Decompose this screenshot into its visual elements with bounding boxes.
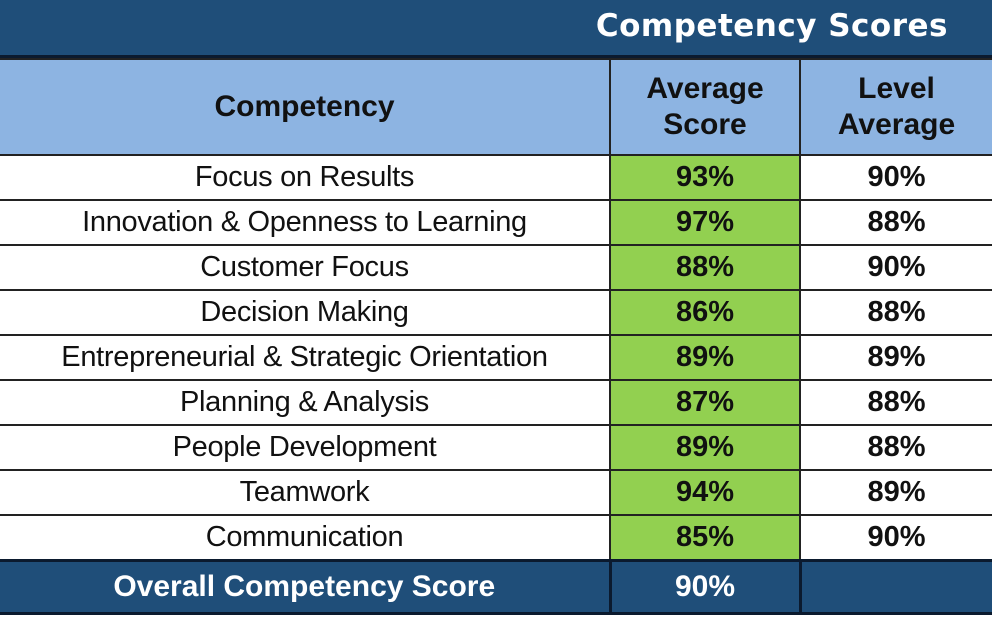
competency-name: Planning & Analysis bbox=[0, 379, 611, 426]
table-row: Entrepreneurial & Strategic Orientation … bbox=[0, 334, 992, 381]
competency-name: Entrepreneurial & Strategic Orientation bbox=[0, 334, 611, 381]
average-score-cell: 89% bbox=[609, 334, 801, 381]
title-bar: Competency Scores bbox=[0, 0, 992, 58]
column-header-competency: Competency bbox=[0, 58, 611, 156]
competency-name: Teamwork bbox=[0, 469, 611, 516]
average-score-cell: 89% bbox=[609, 424, 801, 471]
table-row: Planning & Analysis 87% 88% bbox=[0, 379, 992, 426]
average-score-cell: 87% bbox=[609, 379, 801, 426]
average-score-cell: 86% bbox=[609, 289, 801, 336]
level-average-cell: 88% bbox=[799, 379, 992, 426]
overall-score-row: Overall Competency Score 90% bbox=[0, 559, 992, 615]
average-header-line1: Average bbox=[646, 72, 764, 105]
competency-name: Decision Making bbox=[0, 289, 611, 336]
level-average-cell: 90% bbox=[799, 244, 992, 291]
table-row: Teamwork 94% 89% bbox=[0, 469, 992, 516]
competency-name: Focus on Results bbox=[0, 154, 611, 201]
competency-name: Customer Focus bbox=[0, 244, 611, 291]
table-row: Decision Making 86% 88% bbox=[0, 289, 992, 336]
table-row: People Development 89% 88% bbox=[0, 424, 992, 471]
average-score-cell: 97% bbox=[609, 199, 801, 246]
page-title: Competency Scores bbox=[595, 8, 948, 44]
overall-score-label: Overall Competency Score bbox=[0, 559, 612, 615]
level-average-cell: 88% bbox=[799, 289, 992, 336]
average-score-cell: 93% bbox=[609, 154, 801, 201]
average-header-line2: Score bbox=[663, 108, 747, 141]
column-header-average-score: Average Score bbox=[609, 58, 801, 156]
level-average-cell: 90% bbox=[799, 154, 992, 201]
level-average-cell: 89% bbox=[799, 469, 992, 516]
column-header-level-average: Level Average bbox=[799, 58, 992, 156]
level-header-line2: Average bbox=[837, 108, 956, 141]
table-row: Innovation & Openness to Learning 97% 88… bbox=[0, 199, 992, 246]
table-row: Focus on Results 93% 90% bbox=[0, 154, 992, 201]
level-average-cell: 90% bbox=[799, 514, 992, 562]
level-average-cell: 88% bbox=[799, 424, 992, 471]
competency-name: Innovation & Openness to Learning bbox=[0, 199, 611, 246]
table-row: Customer Focus 88% 90% bbox=[0, 244, 992, 291]
competency-table: Competency Average Score Level Average F… bbox=[0, 58, 992, 615]
average-score-cell: 94% bbox=[609, 469, 801, 516]
level-average-cell: 89% bbox=[799, 334, 992, 381]
average-score-cell: 88% bbox=[609, 244, 801, 291]
competency-name: People Development bbox=[0, 424, 611, 471]
competency-name: Communication bbox=[0, 514, 611, 562]
header-row: Competency Average Score Level Average bbox=[0, 58, 992, 156]
average-score-cell: 85% bbox=[609, 514, 801, 562]
overall-average-score: 90% bbox=[608, 559, 802, 615]
level-average-cell: 88% bbox=[799, 199, 992, 246]
table-row: Communication 85% 90% bbox=[0, 514, 992, 562]
level-header-line1: Level bbox=[858, 72, 935, 105]
overall-level-average bbox=[798, 559, 992, 615]
